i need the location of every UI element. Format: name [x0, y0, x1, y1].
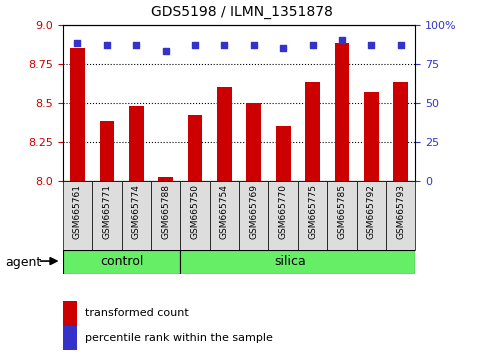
Text: GSM665754: GSM665754: [220, 184, 229, 239]
Point: [279, 45, 287, 51]
Point: [191, 42, 199, 48]
Point: [73, 41, 81, 46]
Text: GSM665774: GSM665774: [132, 184, 141, 239]
Point: [132, 42, 140, 48]
Bar: [335, 44, 349, 181]
Text: GSM665761: GSM665761: [73, 184, 82, 239]
Text: GSM665775: GSM665775: [308, 184, 317, 239]
Text: transformed count: transformed count: [85, 308, 188, 318]
Text: GSM665769: GSM665769: [249, 184, 258, 239]
Text: GSM665770: GSM665770: [279, 184, 288, 239]
Text: GSM665750: GSM665750: [190, 184, 199, 239]
Text: GSM665788: GSM665788: [161, 184, 170, 239]
Bar: [158, 177, 173, 181]
FancyBboxPatch shape: [210, 181, 239, 250]
Text: silica: silica: [275, 256, 306, 268]
Point: [162, 48, 170, 54]
FancyBboxPatch shape: [151, 181, 180, 250]
FancyBboxPatch shape: [386, 181, 415, 250]
FancyBboxPatch shape: [63, 181, 92, 250]
FancyBboxPatch shape: [63, 250, 180, 274]
Bar: [188, 115, 202, 181]
Bar: [99, 121, 114, 181]
FancyBboxPatch shape: [298, 181, 327, 250]
Point: [309, 42, 316, 48]
Text: GSM665785: GSM665785: [338, 184, 346, 239]
Bar: [305, 82, 320, 181]
FancyBboxPatch shape: [180, 181, 210, 250]
Bar: [217, 87, 232, 181]
Bar: [70, 48, 85, 181]
FancyBboxPatch shape: [122, 181, 151, 250]
Text: percentile rank within the sample: percentile rank within the sample: [85, 333, 272, 343]
Bar: [393, 82, 408, 181]
Text: GSM665771: GSM665771: [102, 184, 112, 239]
FancyBboxPatch shape: [356, 181, 386, 250]
FancyBboxPatch shape: [180, 250, 415, 274]
Bar: [276, 126, 290, 181]
FancyBboxPatch shape: [327, 181, 356, 250]
Point: [103, 42, 111, 48]
Point: [250, 42, 257, 48]
FancyBboxPatch shape: [92, 181, 122, 250]
FancyBboxPatch shape: [239, 181, 269, 250]
Text: GSM665793: GSM665793: [396, 184, 405, 239]
Point: [221, 42, 228, 48]
Bar: [129, 106, 143, 181]
Text: control: control: [100, 256, 143, 268]
Bar: [246, 103, 261, 181]
FancyBboxPatch shape: [269, 181, 298, 250]
Point: [338, 38, 346, 43]
Bar: [364, 92, 379, 181]
Point: [397, 42, 405, 48]
Text: GDS5198 / ILMN_1351878: GDS5198 / ILMN_1351878: [151, 5, 332, 19]
Text: agent: agent: [5, 256, 41, 269]
Text: GSM665792: GSM665792: [367, 184, 376, 239]
Point: [368, 42, 375, 48]
